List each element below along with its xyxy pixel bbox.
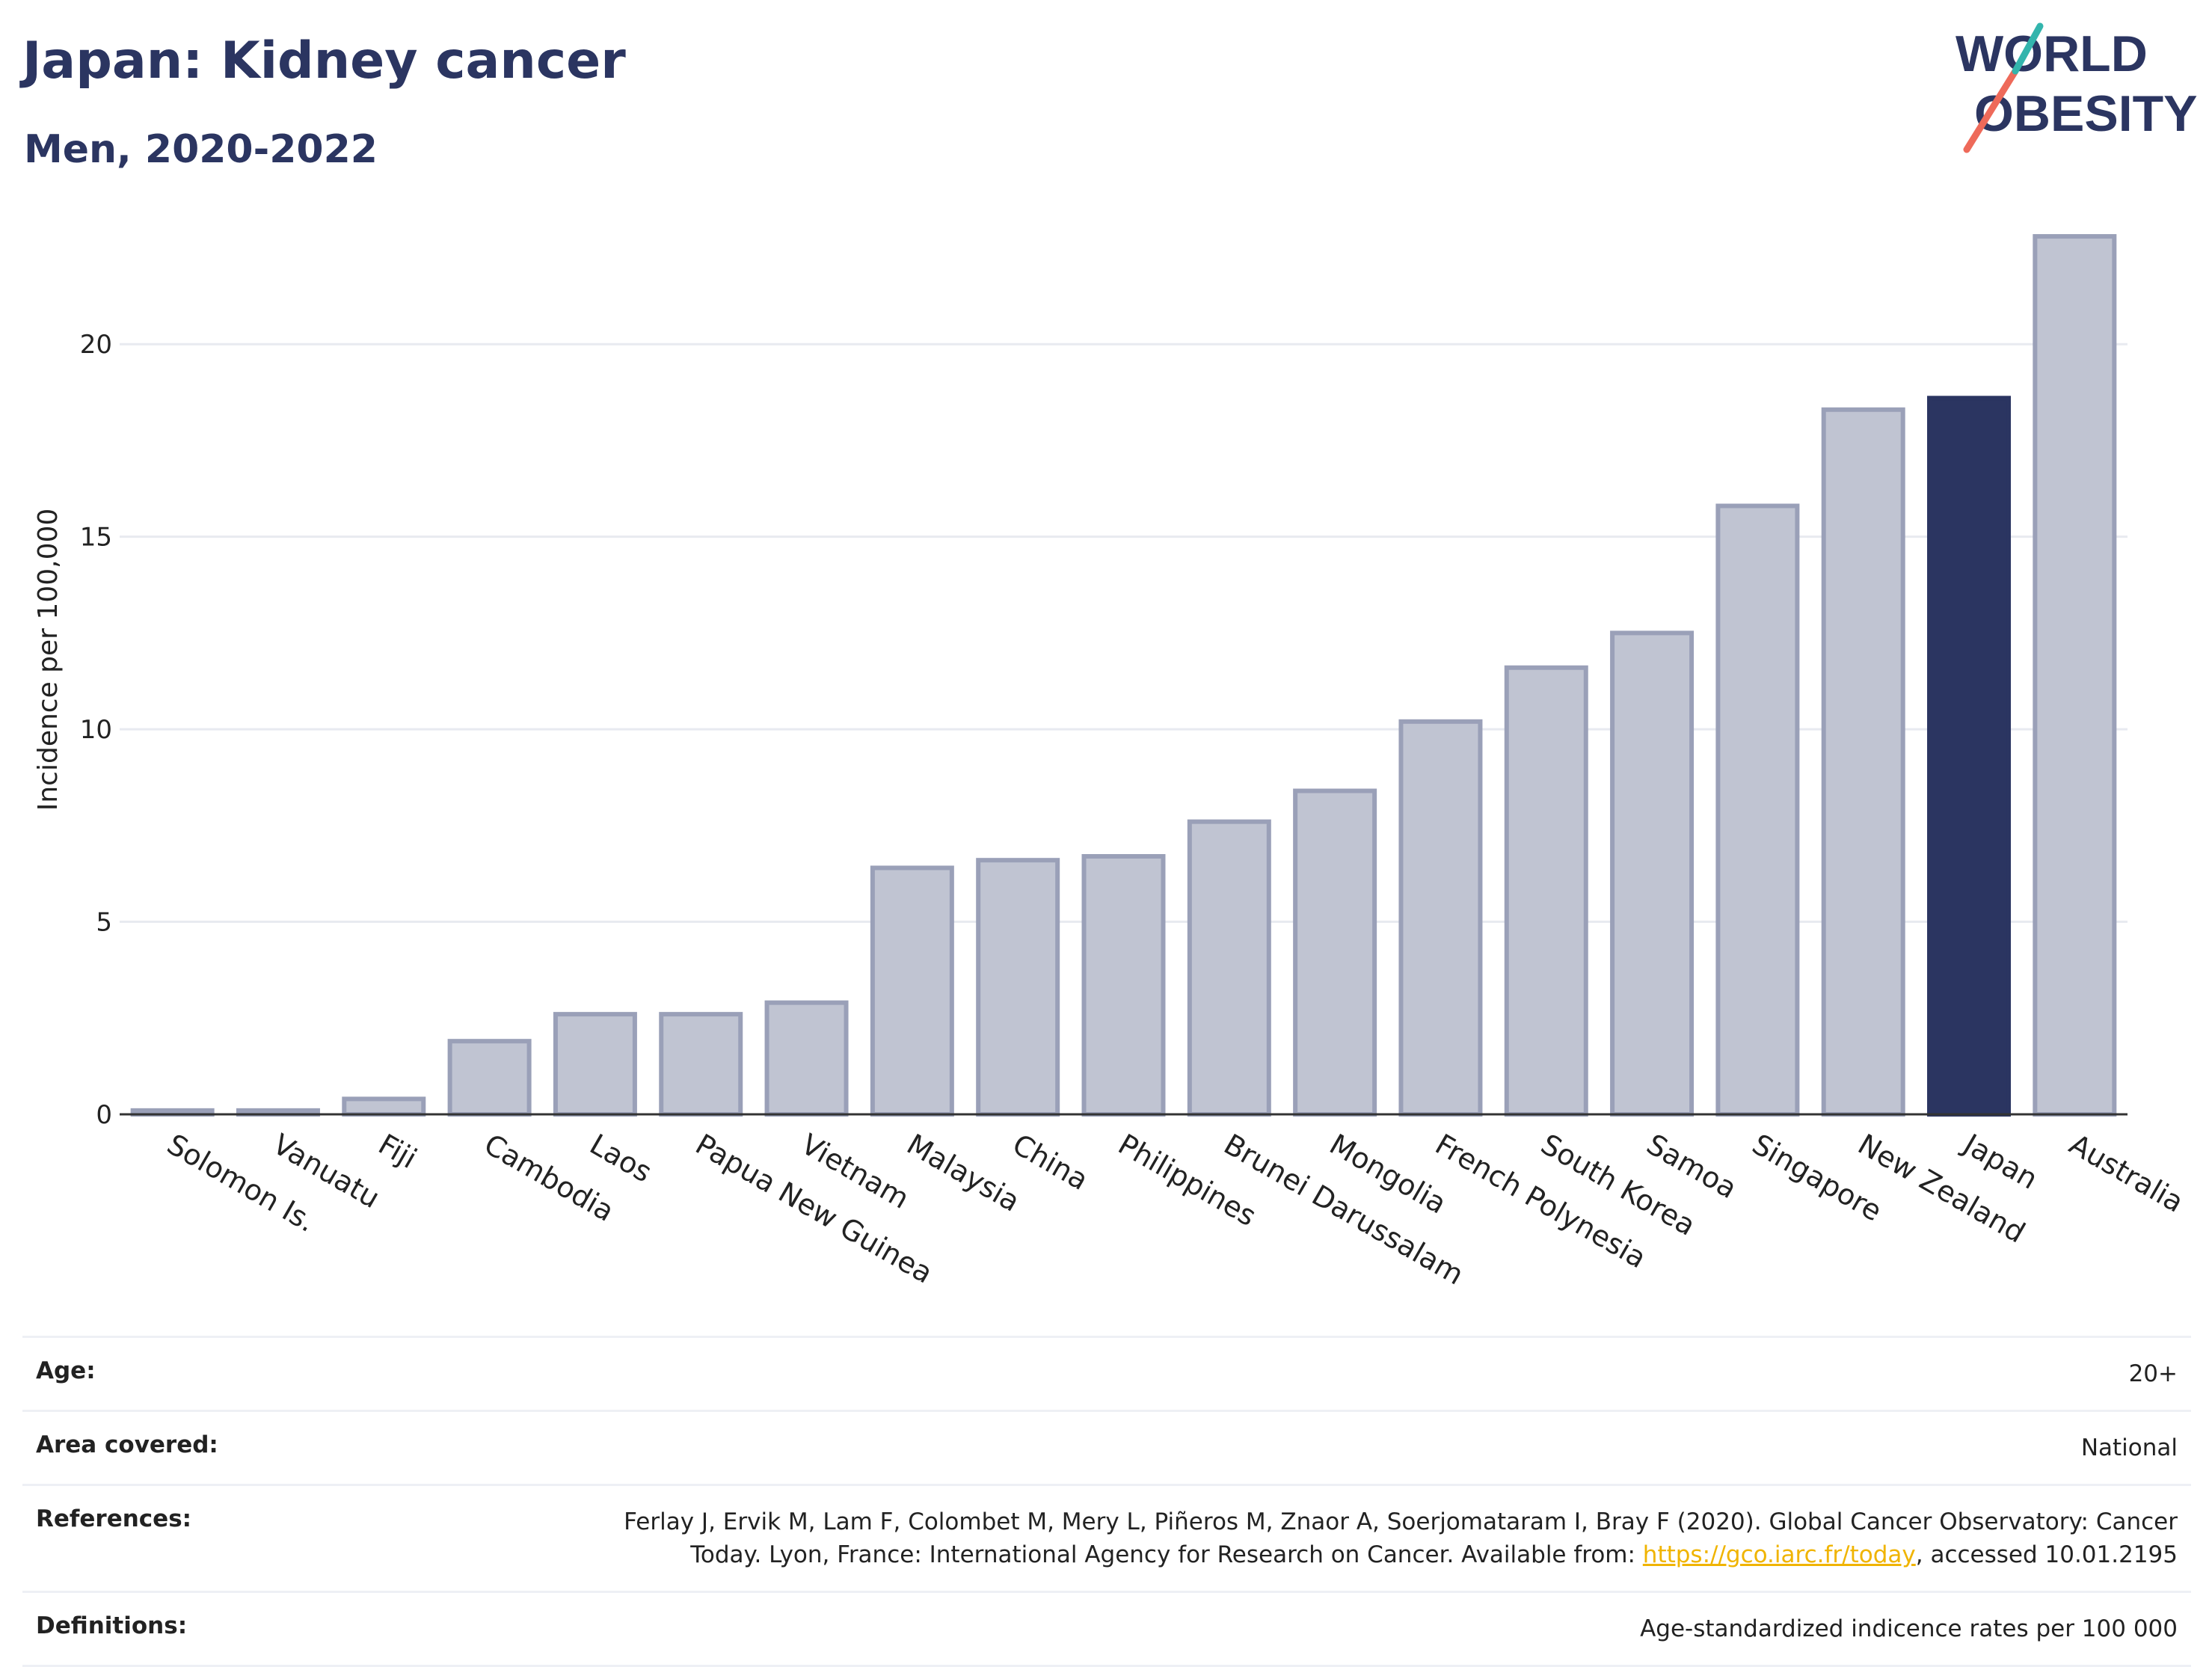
area-label: Area covered: [36,1431,218,1458]
bar-singapore [1715,503,1800,1117]
meta-row-references: References: Ferlay J, Ervik M, Lam F, Co… [22,1484,2191,1591]
bars [120,234,2127,1117]
references-value: Ferlay J, Ervik M, Lam F, Colombet M, Me… [624,1505,2178,1571]
y-tick-label: 20 [80,330,112,360]
bar-china [976,858,1060,1117]
bar-laos [553,1012,637,1117]
bar-french-polynesia [1398,719,1483,1117]
y-tick-label: 5 [96,908,112,938]
logo-line1: WORLD [1956,25,2148,82]
bar-australia [2033,234,2117,1117]
y-axis-ticks: 0 5 10 15 20 [80,330,112,1130]
age-label: Age: [36,1357,96,1384]
bar-mongolia [1293,788,1377,1117]
bar-malaysia [870,865,954,1117]
references-line2-post: , accessed 10.01.2195 [1915,1541,2178,1568]
chart-title: Japan: Kidney cancer [22,31,626,90]
bar-japan [1927,396,2012,1117]
x-tick-label: Australia [2064,1128,2190,1219]
bar-papua-new-guinea [659,1012,743,1117]
bar-south-korea [1504,665,1588,1117]
references-link[interactable]: https://gco.iarc.fr/today [1642,1541,1916,1568]
logo-slash-red [1963,67,2019,153]
meta-row-age: Age: 20+ [22,1336,2191,1410]
bar-brunei-darussalam [1187,819,1271,1117]
y-tick-label: 10 [80,715,112,745]
references-line2-pre: Today. Lyon, France: International Agenc… [690,1541,1643,1568]
bar-cambodia [447,1039,532,1117]
area-value: National [2080,1434,2178,1461]
chart-subtitle: Men, 2020-2022 [24,127,378,172]
meta-row-definitions: Definitions: Age-standardized indicence … [22,1591,2191,1667]
bar-philippines [1081,854,1166,1117]
y-axis-label: Incidence per 100,000 [33,509,64,811]
y-tick-label: 15 [80,523,112,553]
x-tick-label: Malaysia [901,1128,1025,1218]
logo-slash-teal [2012,22,2044,75]
logo-line2: OBESITY [1974,85,2198,142]
x-tick-label: Fiji [373,1128,423,1175]
metadata-table: Age: 20+ Area covered: National Referenc… [22,1336,2191,1667]
references-line1: Ferlay J, Ervik M, Lam F, Colombet M, Me… [624,1508,2178,1535]
bar-fiji [342,1096,426,1117]
bar-samoa [1610,630,1695,1117]
world-obesity-logo: WORLD OBESITY [1956,22,2198,153]
x-tick-label: Laos [584,1128,657,1189]
definitions-label: Definitions: [36,1612,188,1639]
definitions-value: Age-standardized indicence rates per 100… [1640,1615,2178,1642]
y-tick-label: 0 [96,1100,112,1130]
age-value: 20+ [2128,1360,2178,1387]
bar-new-zealand [1821,407,1905,1117]
meta-row-area: Area covered: National [22,1410,2191,1484]
references-label: References: [36,1505,192,1532]
bar-vietnam [764,1000,849,1117]
